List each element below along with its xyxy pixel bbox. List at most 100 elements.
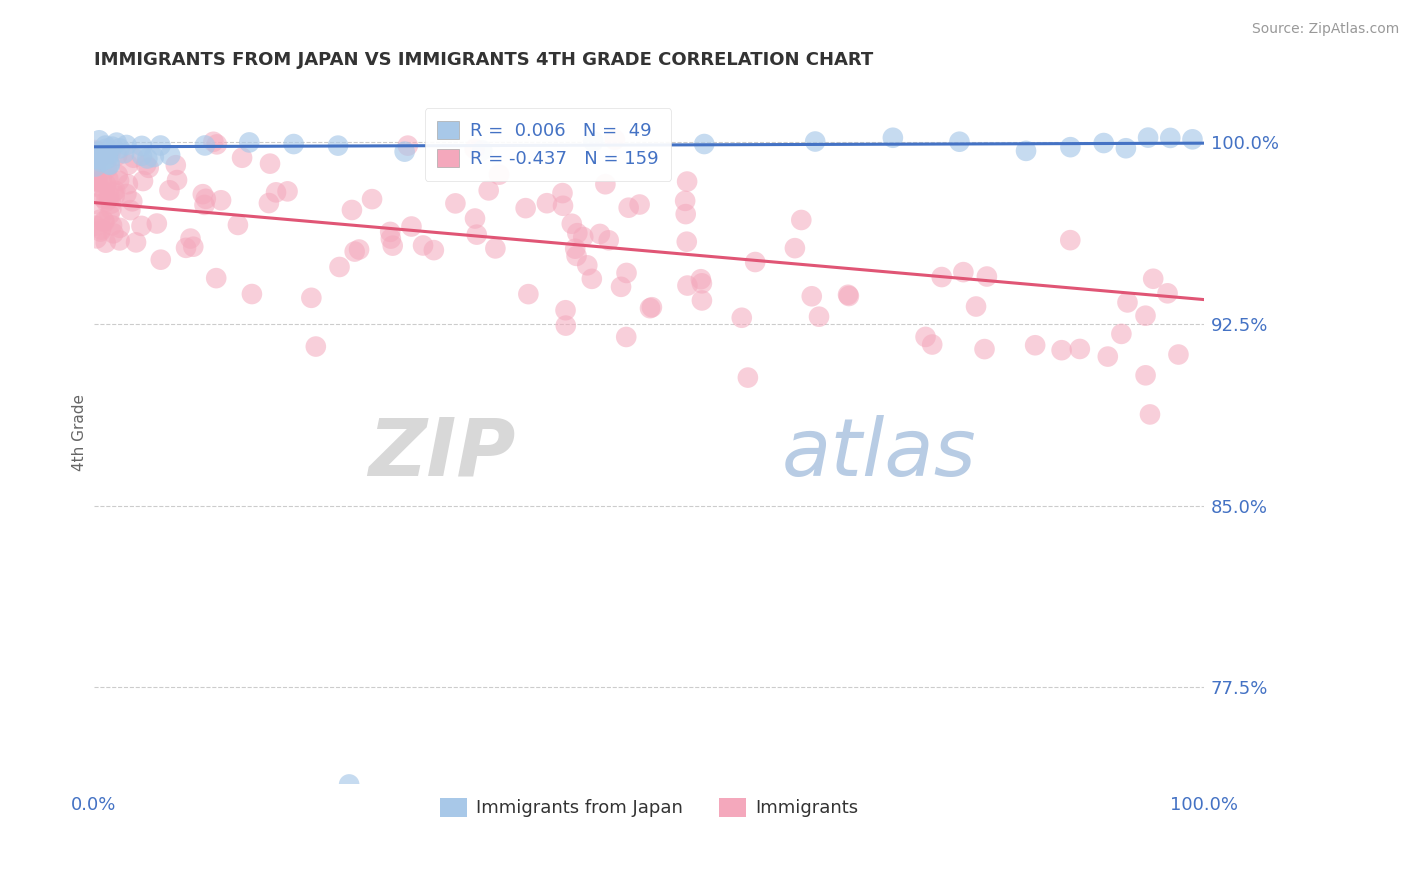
Point: [84, 145, 107, 160]
Point: [283, 136, 305, 151]
Point: [517, 287, 540, 301]
Point: [423, 243, 446, 257]
Point: [1159, 131, 1181, 145]
Point: [84, 152, 107, 166]
Point: [581, 272, 603, 286]
Point: [952, 265, 974, 279]
Text: atlas: atlas: [782, 415, 977, 493]
Point: [117, 158, 139, 172]
Point: [638, 301, 661, 316]
Point: [84, 196, 107, 211]
Point: [87, 145, 110, 159]
Point: [94, 235, 117, 250]
Point: [240, 287, 263, 301]
Point: [93, 215, 115, 229]
Point: [1115, 141, 1137, 155]
Point: [464, 142, 486, 156]
Point: [231, 151, 253, 165]
Point: [104, 188, 127, 202]
Point: [582, 134, 605, 148]
Point: [347, 243, 370, 257]
Point: [737, 370, 759, 384]
Point: [808, 310, 831, 324]
Point: [1024, 338, 1046, 352]
Point: [193, 198, 215, 212]
Point: [136, 152, 159, 166]
Point: [589, 227, 612, 241]
Point: [1116, 295, 1139, 310]
Point: [84, 172, 107, 186]
Point: [87, 152, 110, 166]
Point: [259, 156, 281, 170]
Point: [89, 212, 111, 227]
Point: [98, 208, 121, 222]
Point: [96, 161, 118, 176]
Point: [90, 222, 112, 236]
Point: [515, 201, 537, 215]
Point: [1156, 286, 1178, 301]
Point: [209, 194, 232, 208]
Point: [84, 160, 107, 174]
Point: [84, 161, 107, 176]
Point: [101, 139, 124, 153]
Point: [93, 191, 115, 205]
Point: [132, 174, 155, 188]
Point: [1059, 140, 1081, 154]
Point: [478, 183, 501, 197]
Point: [90, 149, 112, 163]
Point: [101, 219, 124, 233]
Point: [488, 168, 510, 182]
Point: [105, 136, 128, 150]
Point: [112, 146, 135, 161]
Y-axis label: 4th Grade: 4th Grade: [72, 394, 87, 471]
Point: [89, 133, 111, 147]
Point: [108, 141, 131, 155]
Point: [326, 138, 349, 153]
Text: ZIP: ZIP: [368, 415, 516, 493]
Point: [1050, 343, 1073, 358]
Point: [174, 241, 197, 255]
Text: IMMIGRANTS FROM JAPAN VS IMMIGRANTS 4TH GRADE CORRELATION CHART: IMMIGRANTS FROM JAPAN VS IMMIGRANTS 4TH …: [94, 51, 873, 69]
Point: [948, 135, 970, 149]
Point: [783, 241, 806, 255]
Point: [576, 258, 599, 272]
Point: [93, 214, 115, 228]
Point: [380, 232, 402, 246]
Point: [84, 148, 107, 162]
Point: [159, 183, 181, 197]
Point: [464, 211, 486, 226]
Point: [484, 241, 506, 255]
Point: [536, 196, 558, 211]
Point: [103, 227, 125, 241]
Point: [551, 186, 574, 200]
Point: [89, 225, 111, 239]
Point: [689, 272, 711, 286]
Point: [194, 192, 217, 206]
Point: [166, 173, 188, 187]
Point: [94, 142, 117, 156]
Point: [790, 213, 813, 227]
Point: [598, 233, 620, 247]
Point: [205, 271, 228, 285]
Point: [561, 217, 583, 231]
Point: [179, 231, 201, 245]
Point: [465, 227, 488, 242]
Point: [394, 145, 416, 159]
Point: [1111, 326, 1133, 341]
Point: [277, 185, 299, 199]
Point: [572, 230, 595, 244]
Point: [98, 157, 121, 171]
Point: [396, 138, 419, 153]
Point: [554, 303, 576, 318]
Point: [1139, 408, 1161, 422]
Point: [205, 137, 228, 152]
Point: [149, 252, 172, 267]
Point: [89, 148, 111, 162]
Point: [159, 148, 181, 162]
Point: [131, 219, 153, 233]
Point: [135, 158, 157, 172]
Point: [1167, 347, 1189, 361]
Point: [675, 235, 697, 249]
Point: [131, 149, 153, 163]
Point: [343, 244, 366, 259]
